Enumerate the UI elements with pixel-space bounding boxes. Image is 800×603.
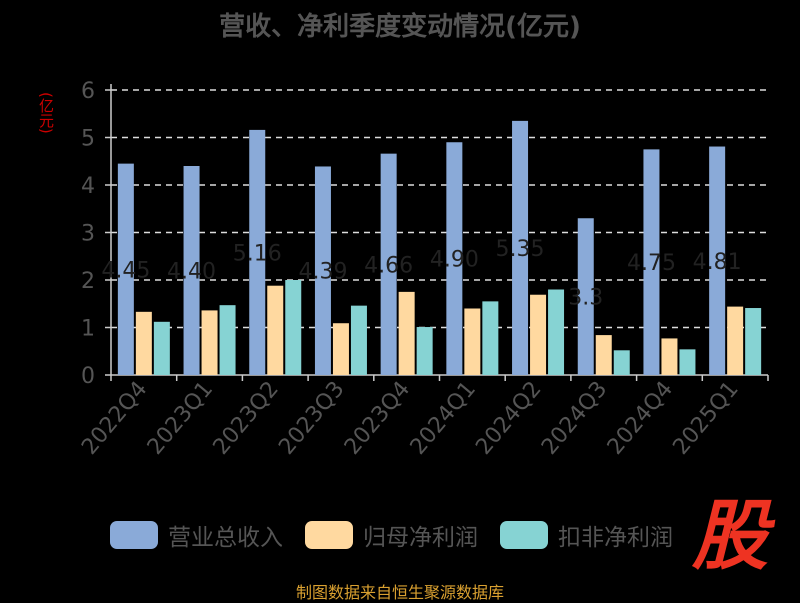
bar-0: [643, 149, 660, 375]
bar-0: [512, 120, 529, 375]
legend-item-deducted-profit[interactable]: 扣非净利润: [500, 518, 673, 552]
legend: 营业总收入 归母净利润 扣非净利润: [110, 518, 695, 552]
legend-swatch-deducted-profit: [500, 521, 548, 549]
legend-label: 归母净利润: [363, 525, 478, 551]
bar-2: [613, 350, 630, 375]
chart-title: 营收、净利季度变动情况(亿元): [219, 12, 581, 42]
x-tick-label: 2024Q3: [537, 377, 612, 460]
bar-1: [464, 308, 481, 375]
y-tick-label: 6: [81, 79, 95, 104]
bar-1: [727, 306, 744, 375]
y-tick-label: 4: [81, 174, 95, 199]
bar-2: [548, 289, 565, 375]
legend-swatch-net-profit: [305, 521, 353, 549]
data-label: 4.40: [167, 260, 216, 285]
bar-2: [482, 301, 499, 375]
x-tick-label: 2023Q2: [209, 377, 284, 460]
data-label: 3.3: [568, 286, 603, 311]
legend-item-net-profit[interactable]: 归母净利润: [305, 518, 478, 552]
bar-0: [183, 166, 200, 375]
bar-2: [679, 349, 696, 375]
bar-1: [530, 294, 547, 375]
y-tick-label: 2: [81, 269, 95, 294]
y-tick-label: 5: [81, 127, 95, 152]
legend-item-revenue[interactable]: 营业总收入: [110, 518, 283, 552]
data-label: 5.16: [233, 241, 282, 266]
x-tick-label: 2023Q1: [143, 377, 218, 460]
y-tick-label: 0: [81, 364, 95, 389]
data-label: 4.81: [693, 250, 742, 275]
data-label: 4.39: [298, 260, 347, 285]
bar-1: [267, 285, 284, 375]
data-label: 4.45: [101, 258, 150, 283]
data-label: 4.75: [627, 251, 676, 276]
bar-1: [398, 291, 415, 375]
x-tick-label: 2024Q4: [603, 377, 678, 460]
bar-2: [416, 327, 433, 375]
legend-label: 扣非净利润: [558, 525, 673, 551]
bar-0: [314, 166, 331, 375]
x-tick-label: 2024Q2: [471, 377, 546, 460]
x-tick-label: 2022Q4: [77, 377, 152, 460]
bar-2: [350, 305, 367, 375]
data-label: 5.35: [496, 237, 545, 262]
y-tick-label: 1: [81, 317, 95, 342]
data-label: 4.66: [364, 253, 413, 278]
bar-1: [595, 335, 612, 375]
bar-0: [446, 142, 463, 375]
source-note: 制图数据来自恒生聚源数据库: [295, 583, 504, 602]
logo: 股: [692, 491, 768, 580]
bar-0: [380, 153, 397, 375]
bar-0: [577, 218, 594, 375]
bar-2: [285, 280, 302, 375]
x-tick-label: 2025Q1: [668, 377, 743, 460]
bar-2: [219, 305, 236, 375]
data-label: 4.90: [430, 248, 479, 273]
x-tick-label: 2023Q3: [274, 377, 349, 460]
bar-2: [745, 308, 762, 375]
bar-1: [201, 310, 218, 375]
y-tick-label: 3: [81, 222, 95, 247]
bar-1: [135, 311, 152, 375]
bar-0: [709, 146, 726, 375]
x-tick-label: 2024Q1: [406, 377, 481, 460]
bar-0: [249, 129, 266, 375]
bar-1: [332, 323, 349, 375]
y-axis-label: (亿元): [37, 92, 55, 134]
legend-swatch-revenue: [110, 521, 158, 549]
bar-2: [153, 321, 170, 375]
legend-label: 营业总收入: [168, 525, 283, 551]
x-tick-label: 2023Q4: [340, 377, 415, 460]
bar-1: [661, 338, 678, 375]
bar-0: [117, 163, 134, 375]
